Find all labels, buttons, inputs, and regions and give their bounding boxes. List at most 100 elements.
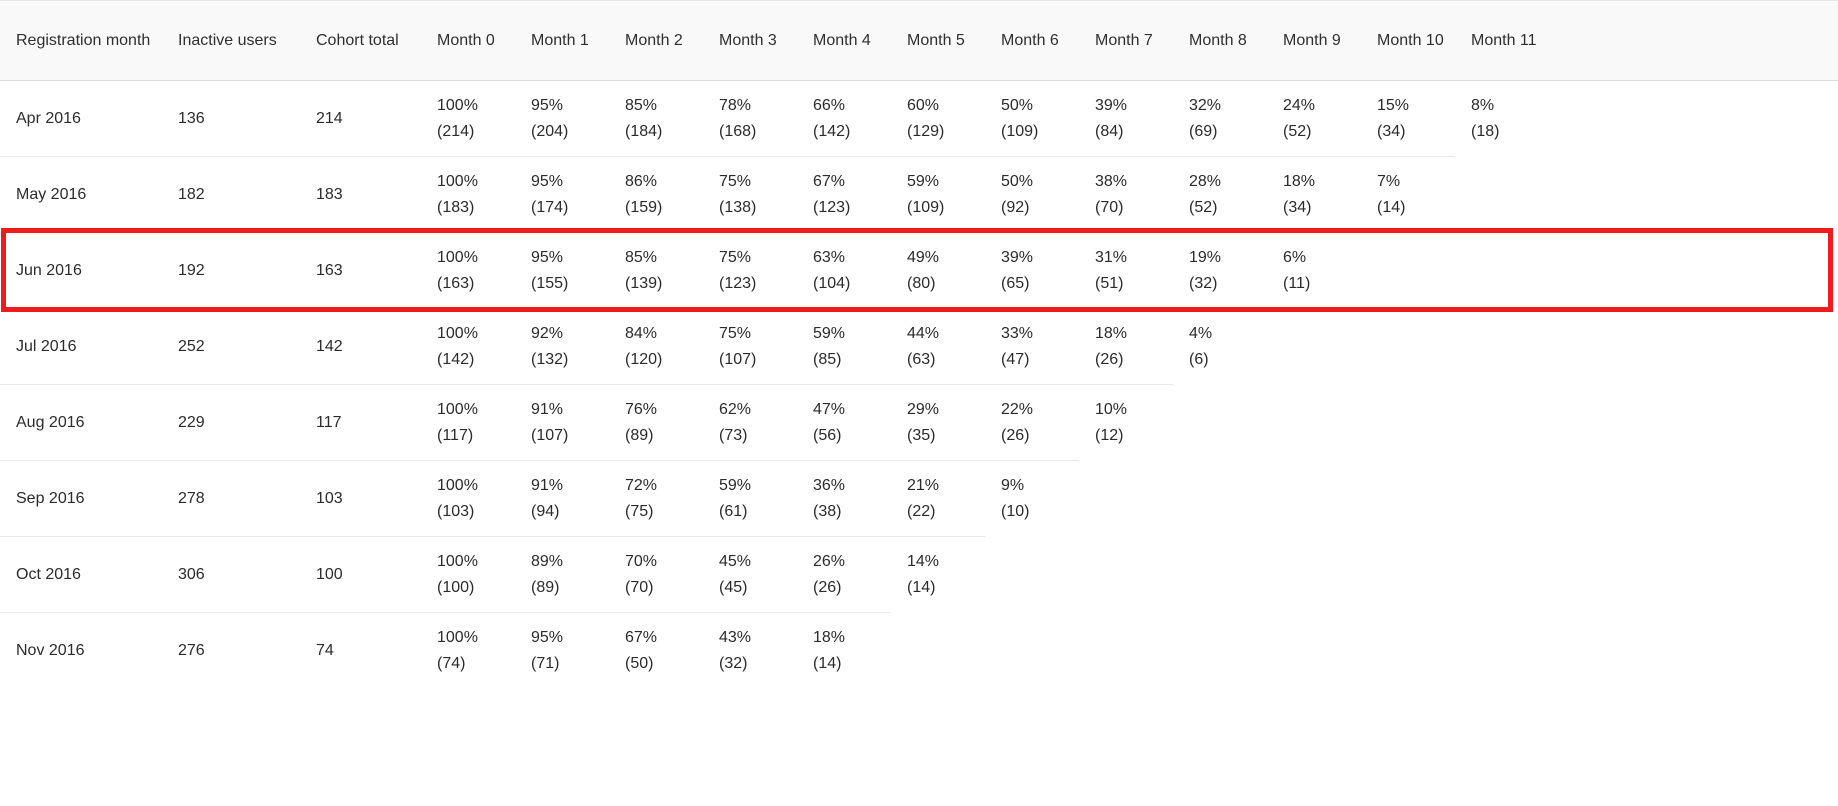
retention-cell: 85% (184)	[609, 80, 703, 157]
retention-percent: 7%	[1377, 172, 1401, 190]
column-header: Month 5	[891, 0, 985, 81]
column-header: Month 1	[515, 0, 609, 81]
retention-count: (26)	[1095, 350, 1124, 368]
inactive-users-cell: 229	[162, 384, 300, 461]
retention-count: (107)	[531, 426, 569, 444]
registration-month-cell: Sep 2016	[0, 460, 162, 537]
retention-count: (120)	[625, 350, 663, 368]
retention-percent: 44%	[907, 324, 940, 342]
retention-percent: 22%	[1001, 400, 1034, 418]
retention-percent: 92%	[531, 324, 564, 342]
retention-percent: 9%	[1001, 476, 1025, 494]
retention-cell: 59% (109)	[891, 156, 985, 233]
retention-cell: 15% (34)	[1361, 80, 1455, 157]
retention-cell: 60% (129)	[891, 80, 985, 157]
retention-cell: 8% (18)	[1455, 80, 1838, 157]
retention-percent: 15%	[1377, 96, 1410, 114]
retention-percent: 100%	[437, 248, 478, 266]
retention-percent: 24%	[1283, 96, 1316, 114]
inactive-users-cell: 192	[162, 232, 300, 309]
retention-percent: 32%	[1189, 96, 1222, 114]
retention-cell: 95% (174)	[515, 156, 609, 233]
retention-cell: 92% (132)	[515, 308, 609, 385]
retention-percent: 75%	[719, 248, 752, 266]
retention-count: (52)	[1283, 122, 1312, 140]
column-header: Month 0	[421, 0, 515, 81]
retention-count: (26)	[1001, 426, 1030, 444]
retention-cell: 49% (80)	[891, 232, 985, 309]
retention-cell: 75% (123)	[703, 232, 797, 309]
retention-percent: 28%	[1189, 172, 1222, 190]
retention-percent: 100%	[437, 552, 478, 570]
inactive-users-cell: 306	[162, 536, 300, 613]
retention-count: (168)	[719, 122, 757, 140]
retention-percent: 10%	[1095, 400, 1128, 418]
retention-cell: 18% (26)	[1079, 308, 1173, 385]
retention-count: (85)	[813, 350, 842, 368]
retention-percent: 29%	[907, 400, 940, 418]
retention-count: (45)	[719, 578, 748, 596]
retention-cell: 72% (75)	[609, 460, 703, 537]
retention-percent: 84%	[625, 324, 658, 342]
column-header: Inactive users	[162, 0, 300, 81]
retention-percent: 95%	[531, 248, 564, 266]
cohort-total-cell: 74	[300, 612, 421, 689]
retention-percent: 60%	[907, 96, 940, 114]
retention-cell: 21% (22)	[891, 460, 985, 537]
retention-count: (6)	[1189, 350, 1209, 368]
retention-cell: 100% (117)	[421, 384, 515, 461]
retention-cell: 9% (10)	[985, 460, 1079, 537]
retention-percent: 18%	[813, 628, 846, 646]
retention-percent: 14%	[907, 552, 940, 570]
retention-count: (70)	[625, 578, 654, 596]
retention-count: (107)	[719, 350, 757, 368]
retention-count: (92)	[1001, 198, 1030, 216]
retention-cell: 100% (100)	[421, 536, 515, 613]
retention-percent: 75%	[719, 324, 752, 342]
retention-cell: 33% (47)	[985, 308, 1079, 385]
column-header: Month 10	[1361, 0, 1455, 81]
retention-cell: 95% (155)	[515, 232, 609, 309]
retention-count: (163)	[437, 274, 475, 292]
retention-cell: 43% (32)	[703, 612, 797, 689]
registration-month-cell: Apr 2016	[0, 80, 162, 157]
registration-month-cell: Jun 2016	[0, 232, 162, 309]
retention-cell: 59% (85)	[797, 308, 891, 385]
retention-count: (139)	[625, 274, 663, 292]
retention-percent: 76%	[625, 400, 658, 418]
retention-percent: 6%	[1283, 248, 1307, 266]
table-row: Aug 2016 229 117 100% (117) 91% (107) 76% (89) 62…	[0, 384, 1838, 461]
retention-cell: 75% (138)	[703, 156, 797, 233]
retention-cell: 50% (109)	[985, 80, 1079, 157]
retention-count: (109)	[1001, 122, 1039, 140]
retention-count: (214)	[437, 122, 475, 140]
retention-count: (11)	[1283, 274, 1311, 292]
retention-count: (84)	[1095, 122, 1124, 140]
retention-cell: 75% (107)	[703, 308, 797, 385]
cohort-total-cell: 103	[300, 460, 421, 537]
retention-percent: 45%	[719, 552, 752, 570]
retention-count: (61)	[719, 502, 748, 520]
column-header: Month 7	[1079, 0, 1173, 81]
retention-cell: 63% (104)	[797, 232, 891, 309]
retention-cell: 32% (69)	[1173, 80, 1267, 157]
retention-percent: 67%	[813, 172, 846, 190]
registration-month-cell: Jul 2016	[0, 308, 162, 385]
retention-cell: 39% (65)	[985, 232, 1079, 309]
retention-percent: 72%	[625, 476, 658, 494]
retention-percent: 100%	[437, 476, 478, 494]
retention-count: (142)	[813, 122, 851, 140]
retention-cell: 44% (63)	[891, 308, 985, 385]
retention-count: (10)	[1001, 502, 1030, 520]
retention-cell: 22% (26)	[985, 384, 1079, 461]
registration-month-cell: Aug 2016	[0, 384, 162, 461]
cohort-total-cell: 214	[300, 80, 421, 157]
retention-count: (109)	[907, 198, 945, 216]
retention-cell: 84% (120)	[609, 308, 703, 385]
retention-count: (94)	[531, 502, 560, 520]
retention-percent: 39%	[1095, 96, 1128, 114]
retention-percent: 100%	[437, 96, 478, 114]
retention-cell: 78% (168)	[703, 80, 797, 157]
retention-cell: 4% (6)	[1173, 308, 1267, 385]
retention-percent: 75%	[719, 172, 752, 190]
